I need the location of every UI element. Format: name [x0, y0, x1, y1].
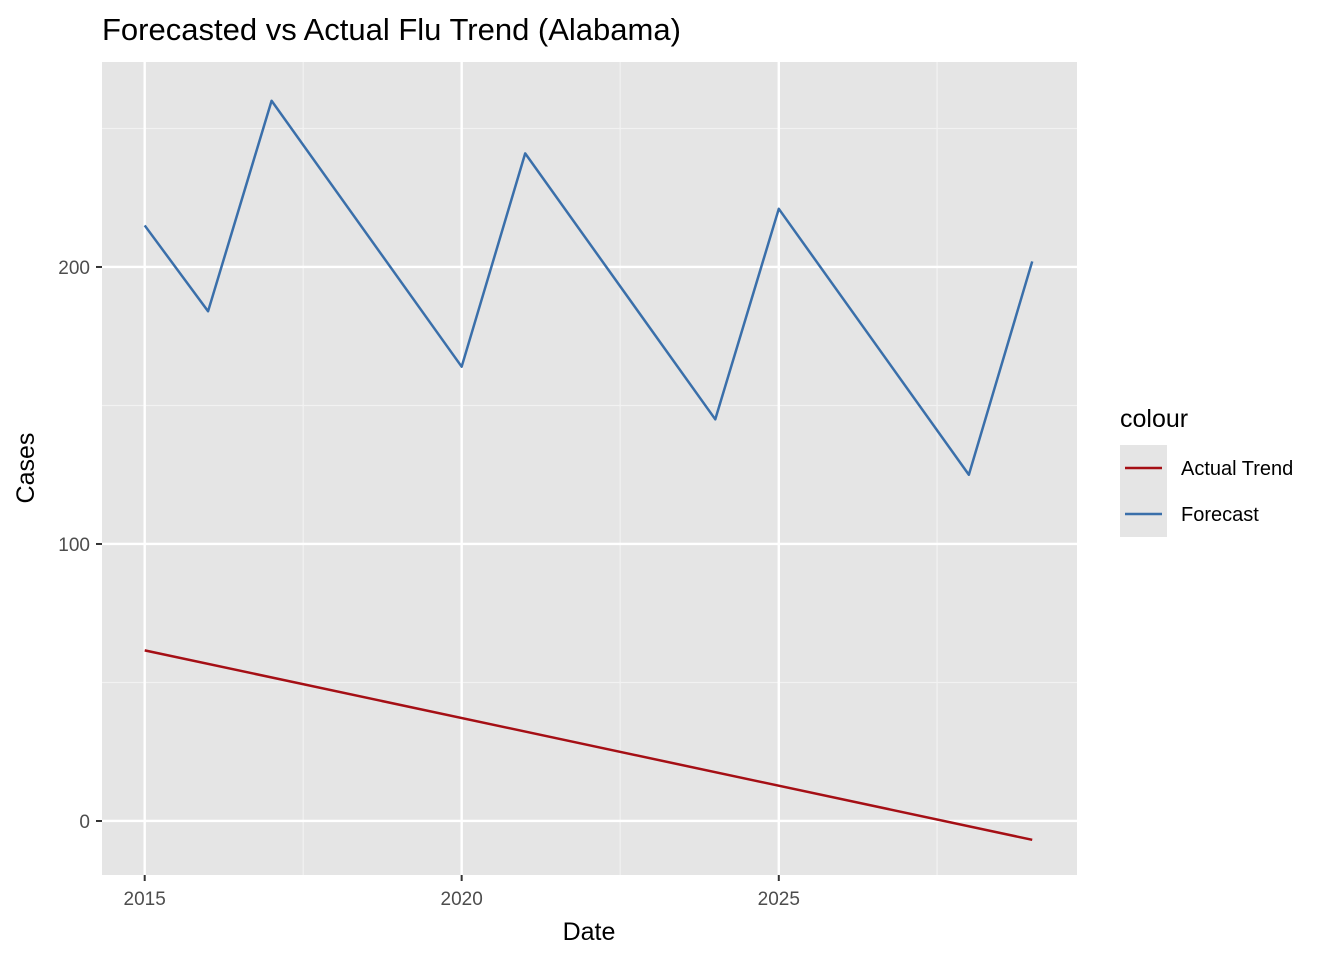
y-tick-label-2: 200 — [58, 258, 90, 279]
x-axis: 2015 2020 2025 — [124, 875, 800, 910]
y-tick-label-1: 100 — [58, 535, 90, 556]
legend-label-actual-trend: Actual Trend — [1181, 458, 1293, 480]
legend-keys: Actual Trend Forecast — [1120, 445, 1293, 537]
series-line-actual-trend — [144, 649, 1033, 842]
series-layer — [143, 99, 1034, 842]
x-tick-label-1: 2020 — [441, 889, 483, 910]
legend-title: colour — [1120, 405, 1188, 433]
legend: colour Actual Trend Forecast — [1120, 405, 1293, 537]
legend-label-forecast: Forecast — [1181, 504, 1259, 526]
x-axis-title: Date — [563, 918, 616, 946]
y-axis-title: Cases — [12, 433, 40, 504]
major-gridlines — [102, 62, 1077, 875]
plot-panel — [102, 62, 1077, 875]
x-tick-label-0: 2015 — [124, 889, 166, 910]
series-line-forecast — [143, 99, 1034, 476]
y-tick-label-0: 0 — [79, 812, 90, 833]
x-tick-label-2: 2025 — [758, 889, 800, 910]
chart-title: Forecasted vs Actual Flu Trend (Alabama) — [102, 12, 681, 47]
y-axis: 0 100 200 — [58, 258, 102, 833]
